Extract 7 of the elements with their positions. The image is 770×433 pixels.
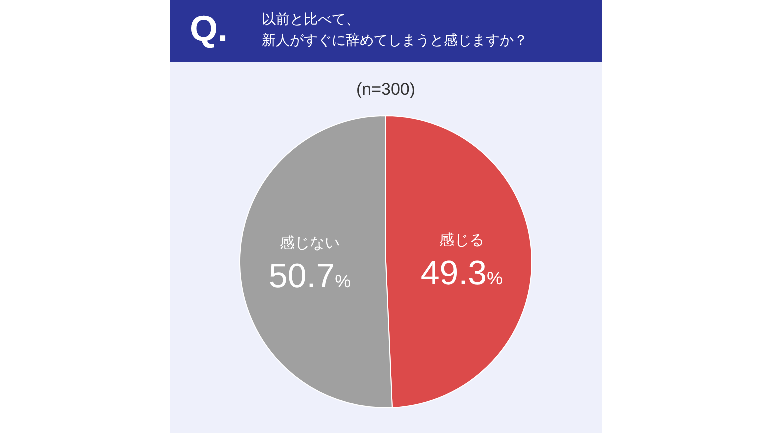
text: Q.	[190, 8, 228, 50]
chart-title: 以前と比べて、新人がすぐに辞めてしまうと感じますか？	[262, 11, 528, 51]
chart-subtitle: (n=300)	[356, 80, 416, 99]
slice-label: 感じない	[280, 235, 340, 252]
slice-label: 感じる	[439, 232, 484, 249]
data-label: 49.3%	[420, 254, 504, 292]
data-label: 50.7%	[268, 258, 352, 296]
